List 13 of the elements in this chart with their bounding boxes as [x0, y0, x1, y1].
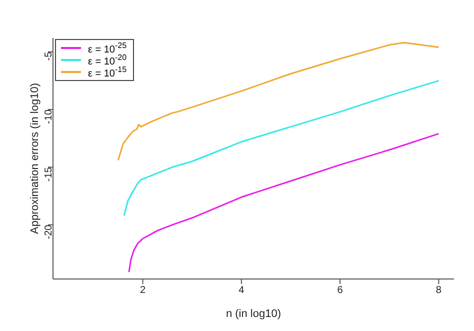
legend-label: ε = 10$^{-15}$ [88, 64, 127, 80]
x-tick-label: 8 [436, 285, 442, 296]
y-tick-label: -10 [44, 109, 55, 124]
x-tick-label: 2 [140, 285, 146, 296]
legend-label: ε = 10$^{-20}$ [88, 52, 127, 68]
x-axis-title: n (in log10) [226, 308, 282, 320]
y-tick-label: -15 [44, 166, 55, 182]
y-tick-label: -20 [44, 224, 55, 240]
legend-label: ε = 10$^{-25}$ [88, 40, 127, 56]
y-axis-title: Approximation errors (in log10) [28, 82, 41, 234]
x-tick-label: 4 [238, 285, 245, 296]
x-tick-label: 6 [337, 285, 344, 296]
y-tick-label: -5 [44, 51, 55, 61]
